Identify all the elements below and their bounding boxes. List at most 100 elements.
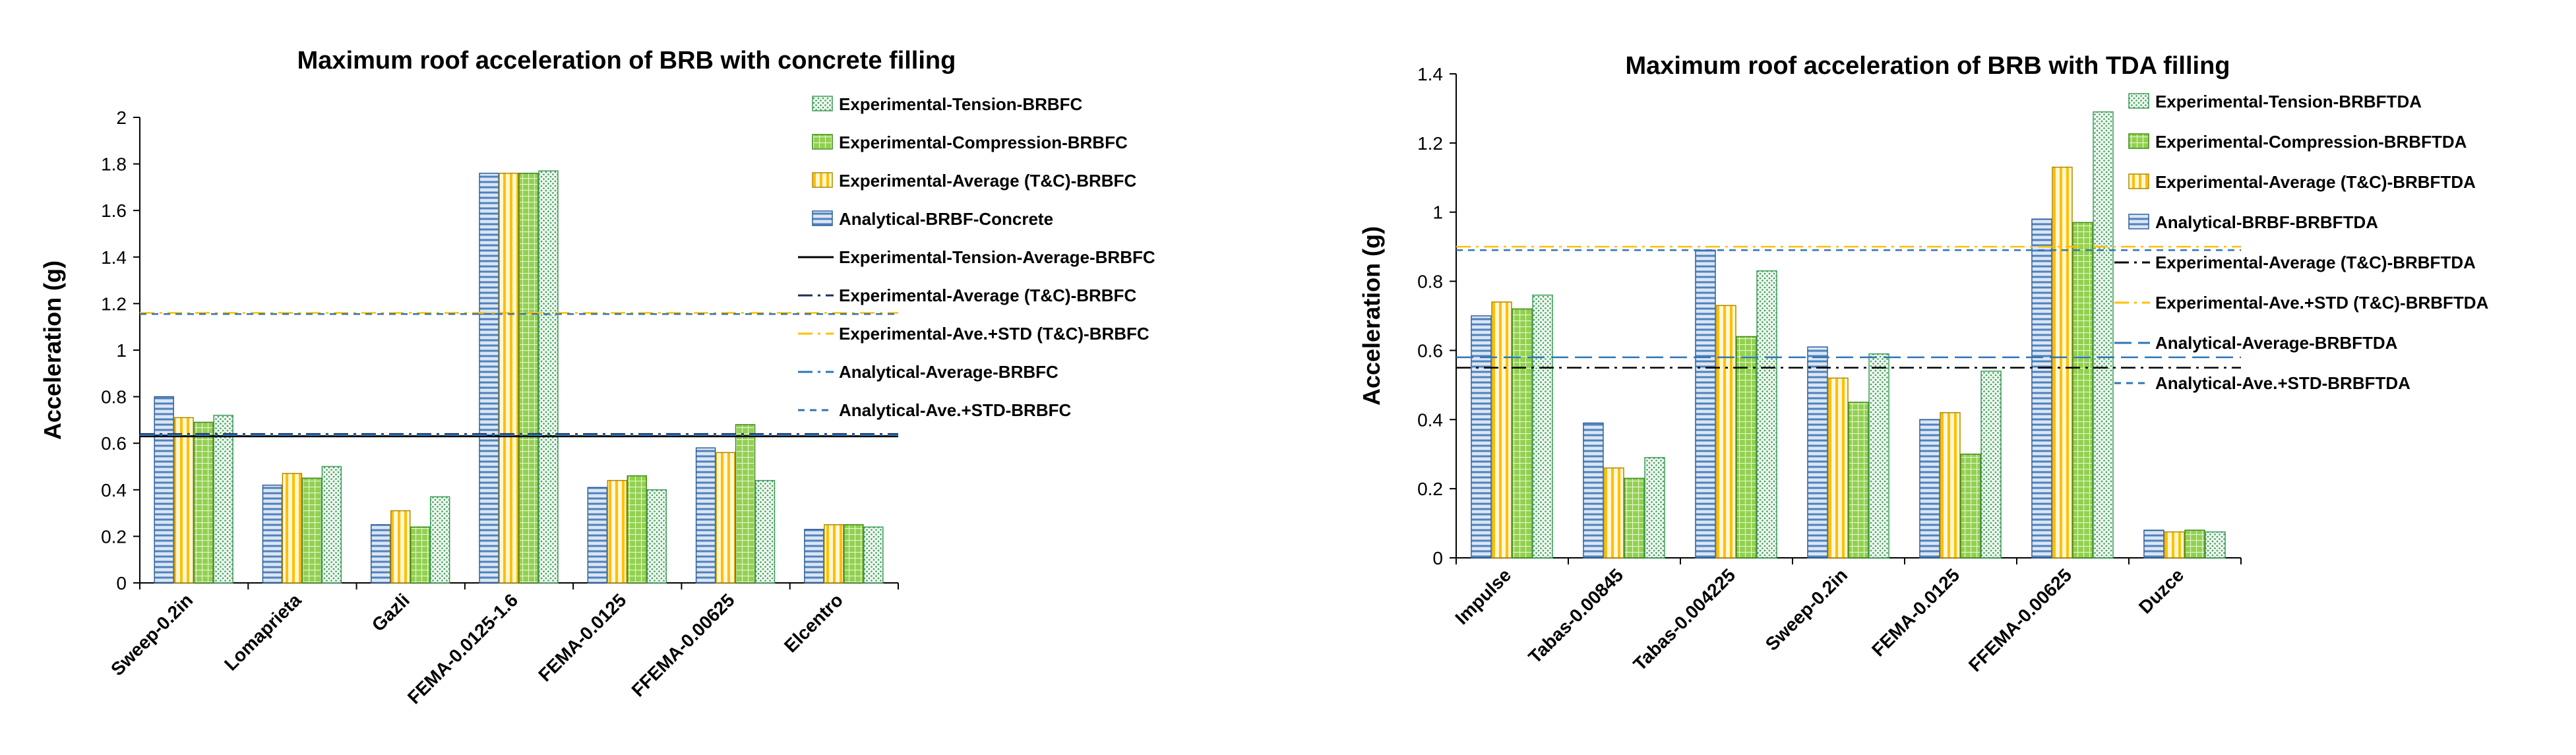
bar xyxy=(824,524,844,584)
legend-label: Experimental-Compression-BRBFC xyxy=(839,133,1128,152)
bar xyxy=(2072,222,2093,559)
bar xyxy=(213,415,233,584)
bar xyxy=(754,479,776,584)
bar xyxy=(1827,377,1849,559)
legend-item: Experimental-Average (T&C)-BRBFTDA xyxy=(2114,253,2476,272)
legend-label: Experimental-Ave.+STD (T&C)-BRBFTDA xyxy=(2155,293,2489,313)
y-tick-label: 1 xyxy=(116,340,127,361)
bar xyxy=(646,489,667,584)
legend-label: Experimental-Average (T&C)-BRBFTDA xyxy=(2155,172,2476,192)
bar xyxy=(390,510,411,584)
legend-label: Experimental-Tension-Average-BRBFC xyxy=(839,247,1155,267)
y-tick-label: 0 xyxy=(1432,548,1443,568)
bar xyxy=(2143,529,2164,559)
category-label: FFEMA-0.00625 xyxy=(1965,564,2075,675)
y-axis-label: Acceleration (g) xyxy=(39,260,66,440)
bar xyxy=(2093,111,2114,559)
chart-tda: Maximum roof acceleration of BRB with TD… xyxy=(1358,52,2489,676)
bar xyxy=(735,424,756,584)
legend-label: Analytical-Ave.+STD-BRBFC xyxy=(839,400,1071,420)
category-label: Sweep-0.2in xyxy=(1762,564,1851,654)
legend-item: Analytical-Ave.+STD-BRBFC xyxy=(798,400,1071,420)
category-label: Duzce xyxy=(2135,564,2188,617)
legend-item: Experimental-Average (T&C)-BRBFC xyxy=(812,171,1136,191)
bar xyxy=(173,417,194,584)
y-tick-label: 1.4 xyxy=(1417,64,1443,84)
bar xyxy=(1512,308,1533,559)
bar xyxy=(479,172,499,584)
legend-item: Analytical-BRBF-BRBFTDA xyxy=(2128,212,2378,232)
y-tick-label: 0.6 xyxy=(101,433,127,454)
bar xyxy=(1715,305,1736,559)
y-axis-label: Acceleration (g) xyxy=(1358,226,1385,406)
y-tick-label: 1 xyxy=(1432,202,1443,223)
y-tick-label: 0.2 xyxy=(1417,479,1443,499)
legend-swatch xyxy=(2128,133,2149,149)
bar xyxy=(863,526,884,584)
bar xyxy=(1644,457,1665,559)
y-tick-label: 0.4 xyxy=(1417,409,1443,430)
bar xyxy=(154,396,174,584)
y-tick-label: 2 xyxy=(116,107,127,128)
category-label: Lomaprieta xyxy=(220,589,305,675)
legend-swatch xyxy=(812,134,833,150)
legend-swatch xyxy=(2128,93,2149,109)
category-label: FEMA-0.0125 xyxy=(1868,564,1963,660)
legend-swatch xyxy=(812,210,833,226)
legend-item: Experimental-Compression-BRBFTDA xyxy=(2128,132,2467,152)
bar xyxy=(371,524,391,584)
category-label: FEMA-0.0125 xyxy=(534,589,630,685)
bar xyxy=(538,170,559,584)
bar xyxy=(2164,531,2185,559)
y-tick-label: 1.8 xyxy=(101,154,127,175)
y-tick-label: 1.2 xyxy=(1417,133,1443,154)
bar xyxy=(321,466,342,584)
legend-swatch xyxy=(812,172,833,188)
legend-item: Experimental-Ave.+STD (T&C)-BRBFTDA xyxy=(2114,293,2489,313)
chart-title: Maximum roof acceleration of BRB with TD… xyxy=(1626,52,2230,80)
bar xyxy=(1940,412,1961,559)
legend-item: Experimental-Compression-BRBFC xyxy=(812,133,1128,152)
bar xyxy=(1868,353,1889,559)
bar xyxy=(627,475,648,584)
bar xyxy=(1848,402,1869,559)
bar xyxy=(1624,477,1645,559)
legend-item: Experimental-Tension-BRBFC xyxy=(812,94,1083,114)
legend-item: Experimental-Ave.+STD (T&C)-BRBFC xyxy=(798,324,1150,344)
bar xyxy=(262,484,283,584)
legend-item: Analytical-BRBF-Concrete xyxy=(812,209,1053,229)
bar xyxy=(715,452,736,584)
category-label: Gazli xyxy=(368,589,414,635)
bar xyxy=(410,526,431,584)
legend-label: Analytical-BRBF-BRBFTDA xyxy=(2155,212,2378,232)
legend-label: Experimental-Average (T&C)-BRBFC xyxy=(839,171,1136,191)
bar xyxy=(1960,453,1981,559)
bar xyxy=(1736,336,1757,559)
bar xyxy=(695,447,716,584)
bar xyxy=(1980,371,2002,559)
legend-item: Analytical-Ave.+STD-BRBFTDA xyxy=(2114,373,2410,393)
legend-swatch xyxy=(2128,173,2149,189)
category-label: Elcentro xyxy=(780,589,847,656)
bar xyxy=(499,172,519,584)
bar xyxy=(1491,301,1512,559)
category-label: FFEMA-0.00625 xyxy=(628,589,739,700)
bar xyxy=(607,479,628,584)
legend-item: Experimental-Tension-BRBFTDA xyxy=(2128,92,2422,111)
bar xyxy=(804,529,824,584)
y-tick-label: 0.8 xyxy=(1417,272,1443,292)
y-tick-label: 1.4 xyxy=(101,247,127,268)
legend-item: Experimental-Average (T&C)-BRBFC xyxy=(798,286,1136,305)
category-label: Tabas-0.004225 xyxy=(1629,564,1739,675)
bar xyxy=(1583,422,1604,559)
legend-item: Experimental-Tension-Average-BRBFC xyxy=(798,247,1155,267)
legend-item: Analytical-Average-BRBFTDA xyxy=(2114,333,2398,353)
y-tick-label: 0.4 xyxy=(101,480,127,500)
legend-label: Experimental-Ave.+STD (T&C)-BRBFC xyxy=(839,324,1150,344)
legend-label: Experimental-Compression-BRBFTDA xyxy=(2155,132,2467,152)
bar xyxy=(2052,166,2073,559)
category-label: Impulse xyxy=(1452,564,1516,628)
bar xyxy=(2205,531,2226,559)
